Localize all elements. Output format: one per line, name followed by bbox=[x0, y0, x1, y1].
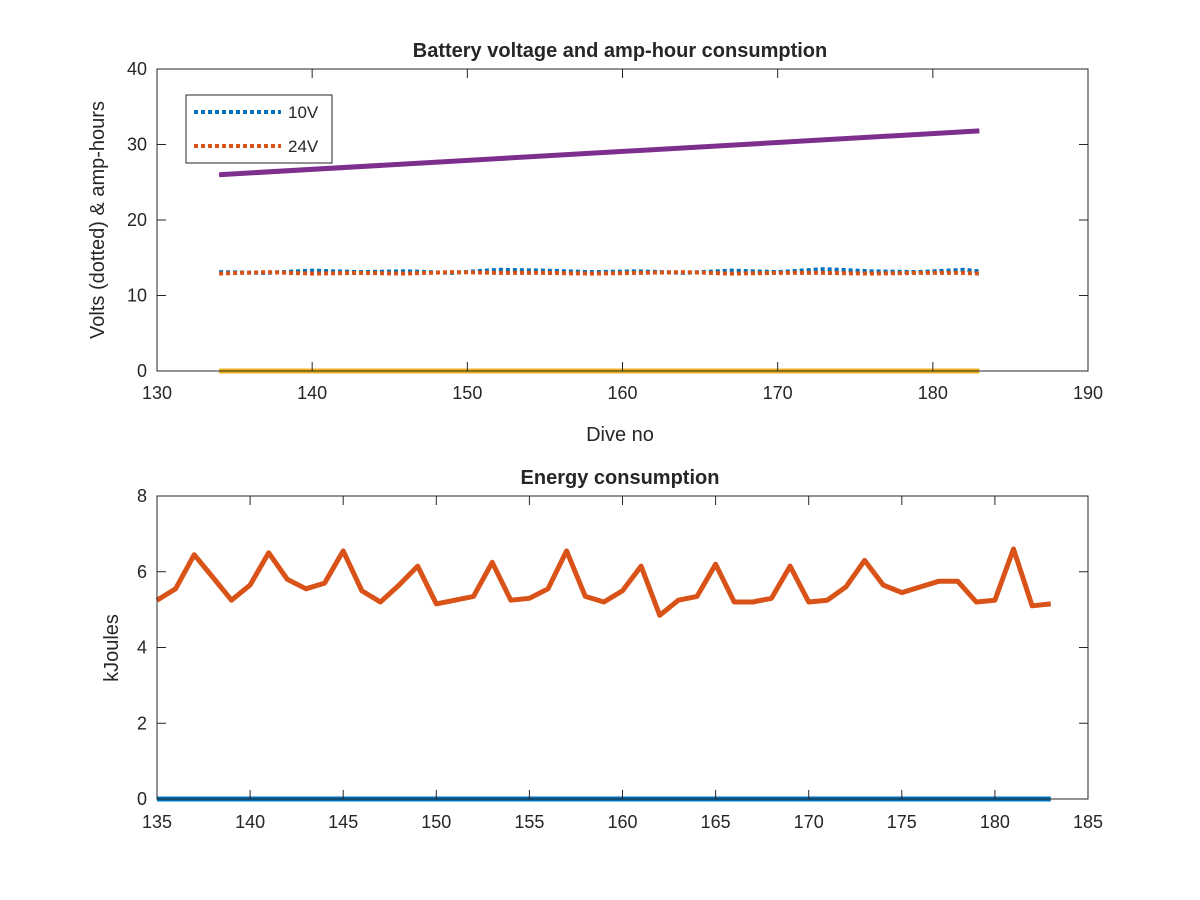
x-tick-label: 185 bbox=[1073, 812, 1103, 832]
y-tick-label: 0 bbox=[137, 361, 147, 381]
y-tick-label: 30 bbox=[127, 135, 147, 155]
x-tick-label: 160 bbox=[607, 383, 637, 403]
series-line-24v bbox=[219, 270, 980, 276]
battery-chart-legend: 10V 24V bbox=[185, 94, 333, 164]
x-tick-label: 165 bbox=[701, 812, 731, 832]
x-tick-label: 140 bbox=[297, 383, 327, 403]
x-tick-label: 155 bbox=[514, 812, 544, 832]
x-tick-label: 180 bbox=[918, 383, 948, 403]
legend-label-10v: 10V bbox=[288, 103, 319, 122]
y-tick-label: 4 bbox=[137, 638, 147, 658]
battery-chart-ylabel: Volts (dotted) & amp-hours bbox=[87, 101, 109, 339]
legend-label-24v: 24V bbox=[288, 137, 319, 156]
energy-chart-ylabel: kJoules bbox=[101, 614, 123, 682]
y-tick-label: 20 bbox=[127, 210, 147, 230]
x-tick-label: 180 bbox=[980, 812, 1010, 832]
x-tick-label: 175 bbox=[887, 812, 917, 832]
y-tick-label: 8 bbox=[137, 486, 147, 506]
x-tick-label: 140 bbox=[235, 812, 265, 832]
y-tick-label: 0 bbox=[137, 789, 147, 809]
x-tick-label: 145 bbox=[328, 812, 358, 832]
series-line-0-2 bbox=[218, 128, 980, 178]
x-tick-label: 170 bbox=[794, 812, 824, 832]
energy-chart: Energy consumption kJoules 135 140 145 150 1… bbox=[101, 467, 1103, 832]
energy-chart-title: Energy consumption bbox=[521, 467, 720, 489]
battery-chart-axes: 130 140 150 160 170 180 190 0 10 20 30 40 bbox=[127, 59, 1103, 403]
y-tick-label: 6 bbox=[137, 562, 147, 582]
x-tick-label: 150 bbox=[452, 383, 482, 403]
y-tick-label: 2 bbox=[137, 713, 147, 733]
series-line-1-0 bbox=[155, 546, 1052, 618]
energy-chart-axes: 135 140 145 150 155 160 165 170 175 180 185 0 2 4 6 8 bbox=[137, 486, 1103, 832]
x-tick-label: 170 bbox=[763, 383, 793, 403]
battery-chart-title: Battery voltage and amp-hour consumption bbox=[413, 40, 827, 62]
legend-box bbox=[185, 94, 333, 164]
battery-chart: Battery voltage and amp-hour consumption… bbox=[87, 40, 1103, 446]
x-tick-label: 130 bbox=[142, 383, 172, 403]
y-tick-label: 10 bbox=[127, 286, 147, 306]
x-tick-label: 160 bbox=[607, 812, 637, 832]
x-tick-label: 190 bbox=[1073, 383, 1103, 403]
y-tick-label: 40 bbox=[127, 59, 147, 79]
battery-chart-xlabel: Dive no bbox=[586, 424, 654, 446]
x-tick-label: 135 bbox=[142, 812, 172, 832]
x-tick-label: 150 bbox=[421, 812, 451, 832]
